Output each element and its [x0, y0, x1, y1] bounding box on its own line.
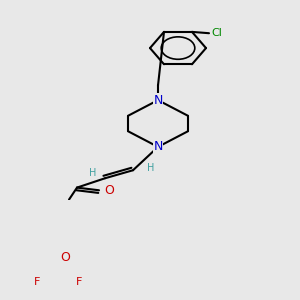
Text: O: O [104, 184, 114, 197]
Text: H: H [147, 163, 155, 172]
Text: H: H [89, 168, 97, 178]
Text: O: O [60, 250, 70, 263]
Text: Cl: Cl [212, 28, 222, 38]
Text: N: N [153, 94, 163, 106]
Text: N: N [153, 140, 163, 153]
Text: F: F [34, 278, 40, 287]
Text: F: F [76, 278, 82, 287]
